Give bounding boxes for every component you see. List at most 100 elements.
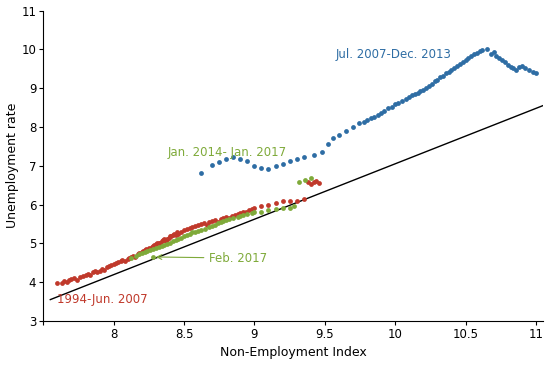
Point: [125, 255, 134, 261]
Point: [436, 74, 444, 80]
Point: [278, 205, 287, 211]
Point: [529, 69, 537, 75]
Point: [236, 210, 245, 216]
Point: [285, 205, 294, 211]
Point: [70, 275, 79, 281]
Point: [490, 50, 498, 55]
Point: [161, 238, 170, 243]
Point: [271, 163, 280, 169]
Point: [458, 59, 467, 65]
Point: [520, 65, 529, 71]
Point: [60, 278, 69, 284]
Point: [171, 237, 180, 243]
Point: [75, 274, 84, 280]
Point: [482, 46, 491, 52]
Point: [398, 98, 406, 104]
Point: [188, 230, 197, 235]
Point: [453, 63, 461, 69]
Point: [211, 222, 219, 228]
Text: Jan. 2014- Jan. 2017: Jan. 2014- Jan. 2017: [167, 146, 286, 159]
Point: [120, 258, 129, 264]
Point: [289, 204, 298, 210]
Point: [155, 244, 163, 250]
Point: [132, 253, 141, 259]
Point: [98, 266, 107, 272]
Point: [170, 231, 179, 237]
Point: [264, 201, 273, 207]
Point: [405, 94, 414, 100]
Point: [224, 216, 233, 222]
Point: [196, 227, 205, 233]
Point: [167, 233, 176, 238]
Point: [183, 232, 191, 238]
Point: [85, 272, 94, 278]
Point: [278, 161, 287, 167]
Point: [506, 64, 515, 70]
Text: 1994-Jun. 2007: 1994-Jun. 2007: [57, 293, 148, 306]
Point: [531, 70, 540, 76]
Point: [129, 253, 138, 259]
Point: [292, 199, 301, 204]
Point: [177, 235, 185, 241]
Point: [140, 249, 149, 255]
Point: [211, 217, 219, 223]
Point: [166, 241, 174, 246]
Point: [233, 211, 242, 217]
Point: [257, 165, 266, 170]
Point: [309, 152, 318, 158]
Point: [215, 159, 224, 165]
Point: [442, 70, 450, 76]
Point: [236, 213, 245, 219]
Text: Feb. 2017: Feb. 2017: [157, 251, 267, 265]
Point: [295, 179, 304, 185]
Point: [243, 158, 252, 164]
Point: [199, 220, 208, 226]
Point: [492, 53, 501, 59]
Point: [243, 211, 252, 217]
Point: [174, 231, 183, 237]
Point: [164, 235, 173, 241]
Point: [461, 57, 470, 63]
Point: [84, 271, 93, 277]
Point: [257, 209, 266, 215]
Point: [384, 105, 393, 111]
Point: [222, 214, 230, 220]
Point: [257, 204, 266, 210]
Point: [205, 219, 214, 225]
Point: [180, 227, 189, 233]
Point: [142, 246, 151, 252]
Point: [292, 156, 301, 162]
Point: [334, 132, 343, 138]
Point: [475, 49, 484, 54]
Point: [105, 263, 114, 269]
Point: [285, 198, 294, 204]
Point: [229, 154, 238, 160]
Point: [317, 149, 326, 155]
Point: [250, 210, 259, 215]
Point: [135, 251, 144, 257]
Point: [138, 249, 146, 255]
Point: [139, 248, 147, 254]
Point: [166, 234, 174, 239]
Point: [394, 100, 403, 106]
Point: [138, 250, 146, 256]
Point: [236, 156, 245, 162]
Point: [183, 226, 191, 231]
Point: [163, 241, 172, 247]
Point: [239, 212, 248, 218]
Point: [194, 222, 202, 228]
Text: Jul. 2007-Dec. 2013: Jul. 2007-Dec. 2013: [336, 47, 452, 61]
Point: [216, 216, 225, 222]
Point: [349, 124, 358, 130]
Point: [312, 178, 321, 184]
Point: [230, 212, 239, 218]
Point: [57, 280, 66, 286]
Point: [362, 117, 371, 123]
Point: [196, 221, 205, 227]
Point: [224, 215, 233, 221]
Point: [201, 226, 210, 231]
Point: [126, 254, 135, 260]
Point: [113, 259, 122, 265]
Point: [444, 69, 453, 75]
Point: [309, 179, 318, 185]
